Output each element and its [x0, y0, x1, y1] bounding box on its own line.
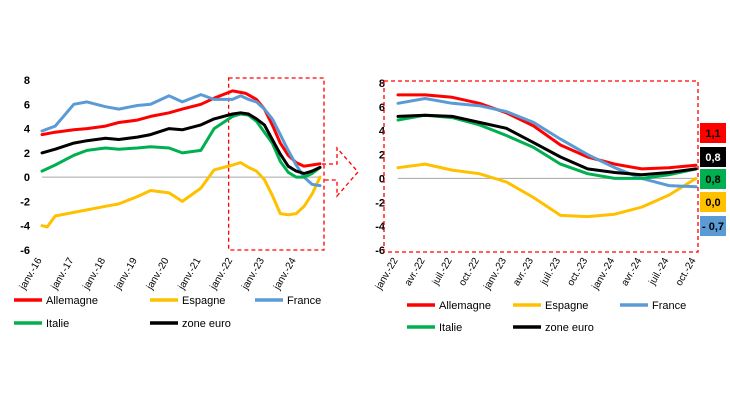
x-tick-label: janv.-23 [482, 256, 510, 293]
end-value-text: 0,0 [705, 197, 720, 209]
series-line-france [40, 93, 322, 188]
legend-label: Espagne [545, 300, 588, 312]
series-line-allemagne [396, 93, 698, 171]
series-line-zone-euro [396, 113, 698, 177]
legend-label: Italie [439, 322, 462, 334]
legend-entry: zone euro [150, 318, 231, 330]
zoom-arrow-shape [322, 146, 359, 198]
x-tick-label: janv.-18 [81, 256, 109, 293]
series-line-france [396, 97, 698, 189]
end-value-badge [700, 216, 726, 236]
end-value-text: 0,8 [705, 174, 720, 186]
y-tick-label: -4 [20, 221, 31, 233]
x-tick-label: janv.-23 [240, 256, 268, 293]
legend-entry: Allemagne [14, 295, 98, 307]
y-tick-label: 6 [379, 102, 385, 114]
legend-entry: Allemagne [407, 300, 491, 312]
legend-label: zone euro [545, 322, 594, 334]
x-tick-label: avr.-22 [403, 256, 428, 288]
legend-label: France [287, 295, 321, 307]
y-tick-label: 4 [24, 124, 31, 136]
x-tick-label: janv.-22 [208, 256, 236, 293]
x-tick-label: oct.-24 [674, 256, 699, 288]
end-value-label: 0,8 [700, 147, 726, 167]
x-tick-label: janv.-17 [49, 256, 77, 293]
end-value-badge [700, 192, 726, 212]
end-value-text: 0,8 [705, 152, 720, 164]
x-tick-label: oct.-22 [457, 256, 482, 288]
y-tick-label: -6 [375, 245, 385, 257]
legend-entry: France [255, 295, 321, 307]
y-tick-label: -2 [375, 197, 385, 209]
end-value-badge [700, 169, 726, 189]
end-value-badge [700, 147, 726, 167]
end-value-label: - 0,7 [700, 216, 726, 236]
x-tick-label: janv.-21 [176, 256, 204, 293]
zoom-arrow [322, 146, 359, 198]
legend-label: Allemagne [439, 300, 491, 312]
x-tick-label: janv.-16 [17, 256, 45, 293]
x-tick-label: avr.-24 [620, 256, 645, 288]
end-value-badge [700, 123, 726, 143]
end-value-label: 0,8 [700, 169, 726, 189]
x-tick-label: janv.-24 [271, 256, 299, 293]
highlight-box [227, 77, 325, 251]
legend-label: Allemagne [46, 295, 98, 307]
y-tick-label: 8 [24, 75, 30, 87]
legend-entry: Italie [14, 318, 69, 330]
x-tick-label: oct.-23 [565, 256, 590, 288]
x-tick-label: avr.-23 [511, 256, 536, 288]
y-tick-label: 0 [24, 172, 30, 184]
legend-label: zone euro [182, 318, 231, 330]
series-line-italie [40, 112, 322, 179]
y-tick-label: 0 [379, 173, 385, 185]
legend-entry: Espagne [513, 300, 588, 312]
zoom-frame [383, 80, 699, 253]
end-value-label: 1,1 [700, 123, 726, 143]
series-line-espagne [396, 162, 698, 219]
y-tick-label: 2 [379, 150, 385, 162]
x-tick-label: janv.-20 [144, 256, 172, 293]
end-value-label: 0,0 [700, 192, 726, 212]
x-tick-label: janv.-22 [373, 256, 401, 293]
x-tick-label: juil.-24 [647, 256, 672, 288]
legend-entry: Espagne [150, 295, 225, 307]
x-tick-label: janv.-19 [112, 256, 140, 293]
x-tick-label: janv.-24 [590, 256, 618, 293]
series-line-zone-euro [40, 111, 322, 175]
y-tick-label: -6 [20, 245, 30, 257]
y-tick-label: 6 [24, 99, 30, 111]
legend-entry: zone euro [513, 322, 594, 334]
end-value-text: - 0,7 [702, 221, 724, 233]
y-tick-label: -2 [20, 196, 30, 208]
legend-entry: France [620, 300, 686, 312]
legend-entry: Italie [407, 322, 462, 334]
y-tick-label: -4 [375, 221, 386, 233]
legend-label: Espagne [182, 295, 225, 307]
legend-label: France [652, 300, 686, 312]
series-line-espagne [40, 161, 322, 229]
y-tick-label: 8 [379, 78, 385, 90]
x-tick-label: juil.-23 [538, 256, 563, 288]
end-value-text: 1,1 [705, 128, 720, 140]
y-tick-label: 4 [379, 126, 386, 138]
y-tick-label: 2 [24, 148, 30, 160]
x-tick-label: juil.-22 [430, 256, 455, 288]
legend-label: Italie [46, 318, 69, 330]
